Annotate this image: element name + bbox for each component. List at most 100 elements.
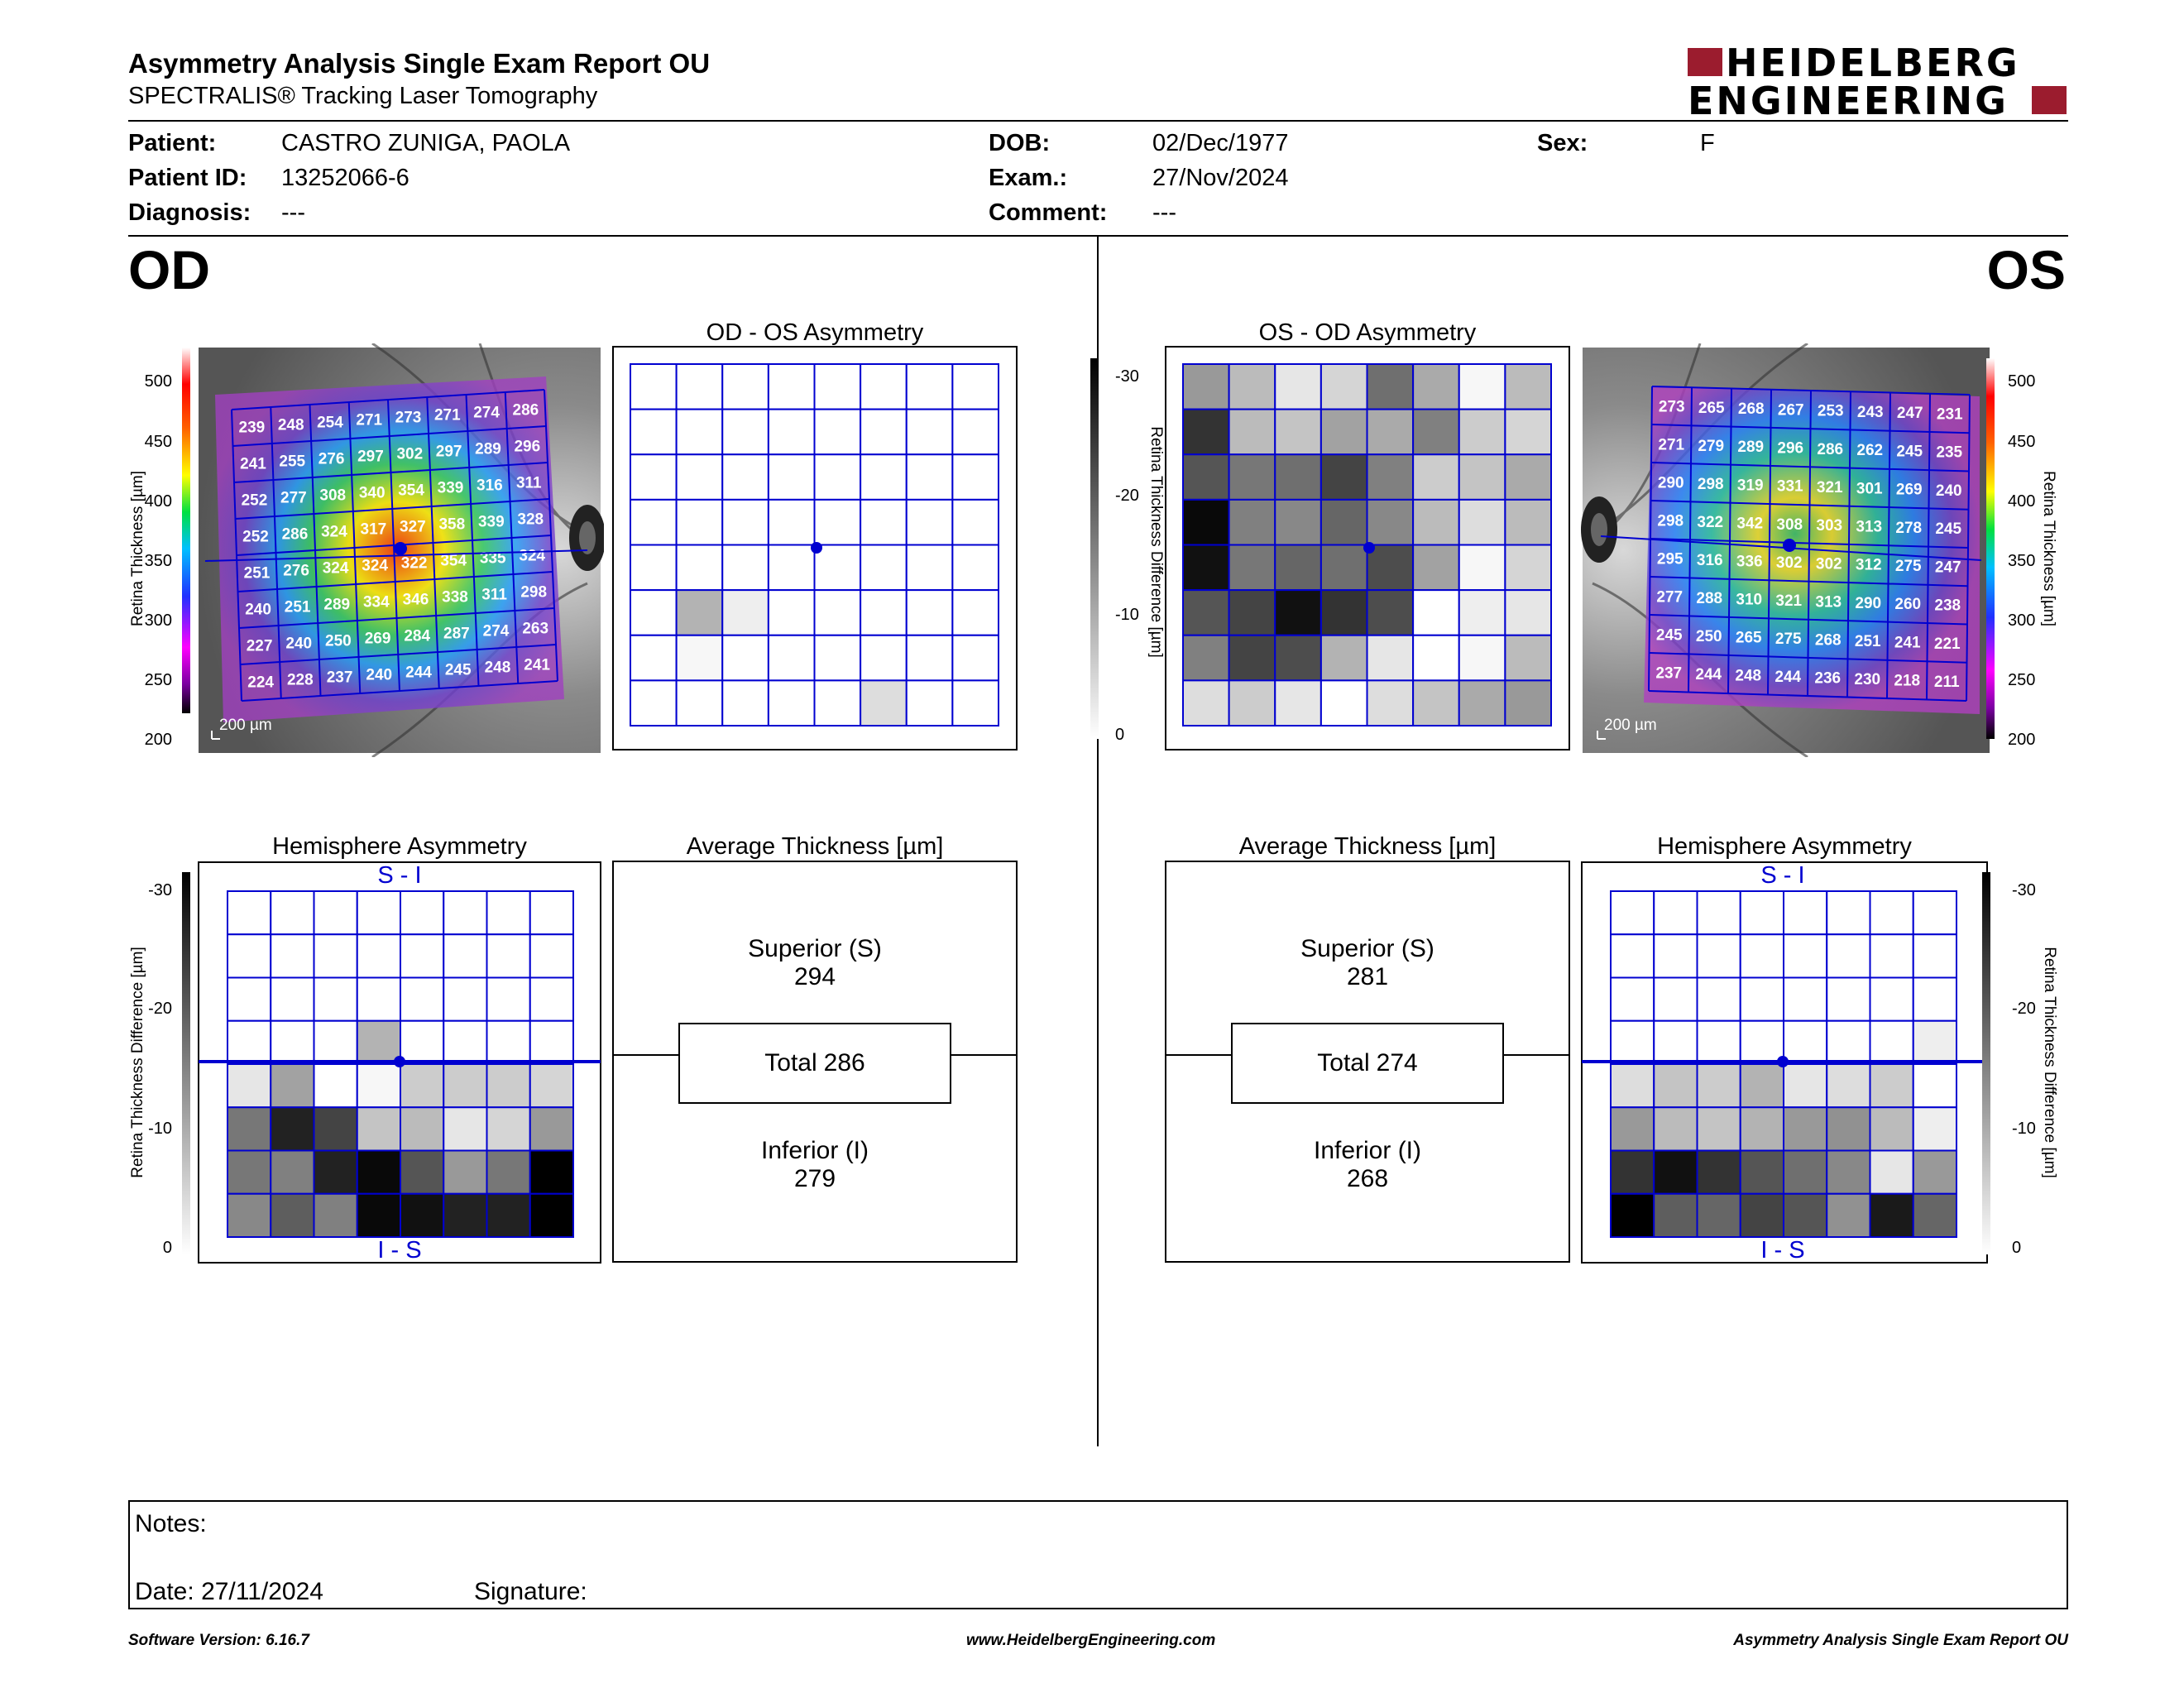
od-thick-value-r3-c3: 317 xyxy=(361,521,387,539)
os-asym-cell-r2-c1 xyxy=(1228,453,1276,501)
od-asym-cell-r5-c1 xyxy=(675,589,724,636)
os-thick-value-r4-c1: 316 xyxy=(1697,552,1723,569)
od-hemi-cell-r0-c7 xyxy=(529,890,574,936)
od-inferior-label: Inferior (I) xyxy=(760,1137,869,1164)
od-thick-value-r1-c3: 297 xyxy=(357,448,384,466)
os-hemi-cell-r7-c7 xyxy=(1912,1192,1957,1238)
os-hemi-cell-r4-c4 xyxy=(1783,1063,1828,1109)
os-asym-cell-r6-c4 xyxy=(1366,634,1415,682)
od-thick-value-r5-c4: 346 xyxy=(403,592,429,609)
os-asym-cell-r3-c0 xyxy=(1182,498,1230,546)
os-asym-cell-r0-c3 xyxy=(1320,363,1368,410)
od-hemi-panel: -30 -20 -10 0 Retina Thickness Differenc… xyxy=(129,861,601,1264)
od-hemi-cell-r4-c5 xyxy=(443,1063,488,1109)
os-hemi-cell-r4-c3 xyxy=(1739,1063,1784,1109)
od-asym-cell-r4-c4 xyxy=(813,544,862,592)
od-hemi-cell-r5-c7 xyxy=(529,1106,574,1152)
od-hemi-cell-r2-c1 xyxy=(270,976,315,1022)
os-thick-vline-8 xyxy=(1966,394,1971,702)
os-hemi-panel: S - I I - S -30 -20 -10 0 Retina Thickne… xyxy=(1581,861,2058,1264)
date-value: 27/11/2024 xyxy=(201,1578,323,1605)
od-asym-cell-r6-c4 xyxy=(813,634,862,682)
os-thick-value-r1-c4: 286 xyxy=(1817,441,1843,458)
od-asym-cell-r7-c1 xyxy=(675,679,724,727)
od-hemi-cell-r3-c1 xyxy=(270,1019,315,1065)
os-asym-cell-r7-c2 xyxy=(1274,679,1322,727)
os-hemi-cell-r2-c1 xyxy=(1653,976,1698,1022)
od-thick-value-r2-c1: 277 xyxy=(280,490,307,507)
od-asym-cell-r2-c4 xyxy=(813,453,862,501)
comment: --- xyxy=(1152,199,1176,226)
os-thick-value-r0-c4: 253 xyxy=(1818,403,1844,420)
od-hemi-cell-r1-c2 xyxy=(313,933,358,979)
os-hemi-cell-r5-c6 xyxy=(1869,1106,1914,1152)
od-hemi-cell-r5-c6 xyxy=(486,1106,531,1152)
center-divider xyxy=(1097,237,1099,1446)
od-asym-cell-r3-c0 xyxy=(630,498,678,546)
od-hemi-cell-r6-c3 xyxy=(356,1149,401,1195)
os-thick-value-r0-c2: 268 xyxy=(1738,400,1765,418)
os-thick-value-r3-c3: 308 xyxy=(1776,516,1803,534)
footer-website[interactable]: www.HeidelbergEngineering.com xyxy=(966,1632,1216,1649)
os-hemi-cell-r3-c0 xyxy=(1610,1019,1655,1065)
od-hemi-cell-r1-c7 xyxy=(529,933,574,979)
os-hemi-cell-r2-c3 xyxy=(1739,976,1784,1022)
od-thick-value-r3-c2: 324 xyxy=(321,524,347,541)
od-thickness-colorbar xyxy=(182,348,190,713)
od-tick-200: 200 xyxy=(145,731,172,749)
od-thick-value-r3-c4: 327 xyxy=(400,519,426,536)
os-asym-cell-r7-c0 xyxy=(1182,679,1230,727)
od-total-value: 286 xyxy=(823,1049,865,1077)
od-tick-350: 350 xyxy=(145,552,172,570)
os-hemi-cell-r2-c6 xyxy=(1869,976,1914,1022)
os-avg-title: Average Thickness [µm] xyxy=(1238,833,1497,860)
od-hemi-cell-r3-c6 xyxy=(486,1019,531,1065)
od-thick-value-r0-c4: 273 xyxy=(395,410,422,427)
od-inferior: Inferior (I) 279 xyxy=(614,1137,1016,1193)
od-eye-label: OD xyxy=(128,239,210,300)
od-thick-vline-6 xyxy=(465,394,480,687)
od-thickness-grid xyxy=(231,389,558,702)
os-thick-value-r3-c2: 342 xyxy=(1736,515,1763,532)
od-asym-cell-r6-c7 xyxy=(951,634,999,682)
od-tick-450: 450 xyxy=(145,433,172,451)
os-hemi-cell-r6-c4 xyxy=(1783,1149,1828,1195)
od-asym-cell-r6-c5 xyxy=(860,634,908,682)
os-thick-value-r6-c0: 245 xyxy=(1656,627,1683,645)
od-thick-value-r4-c3: 324 xyxy=(362,558,388,575)
od-thick-value-r0-c3: 271 xyxy=(356,412,382,429)
od-diff-tick-30: -30 xyxy=(148,881,172,899)
od-thick-hline-8 xyxy=(241,680,558,702)
os-thick-value-r3-c7: 245 xyxy=(1935,520,1961,538)
od-asym-cell-r2-c0 xyxy=(630,453,678,501)
os-diff-tick-30: -30 xyxy=(1115,367,1139,386)
od-thick-value-r6-c3: 269 xyxy=(365,631,391,648)
os-asym-cell-r6-c0 xyxy=(1182,634,1230,682)
od-hemi-cell-r7-c4 xyxy=(400,1192,445,1238)
os-hemi-cell-r1-c0 xyxy=(1610,933,1655,979)
os-asym-cell-r1-c5 xyxy=(1412,408,1460,456)
od-hemi-grid xyxy=(227,890,574,1238)
os-thick-value-r4-c4: 302 xyxy=(1816,555,1842,573)
os-asym-cell-r3-c4 xyxy=(1366,498,1415,546)
os-thick-value-r7-c3: 244 xyxy=(1774,669,1801,686)
os-asym-cell-r7-c1 xyxy=(1228,679,1276,727)
os-asym-cell-r3-c2 xyxy=(1274,498,1322,546)
od-asym-cell-r0-c4 xyxy=(813,363,862,410)
date-label: Date: xyxy=(135,1578,194,1605)
os-hemi-cell-r4-c1 xyxy=(1653,1063,1698,1109)
os-fovea-marker xyxy=(1783,539,1796,552)
os-asym-cell-r6-c1 xyxy=(1228,634,1276,682)
os-hemi-tick-30: -30 xyxy=(2012,881,2036,899)
od-thick-value-r5-c6: 311 xyxy=(481,587,507,604)
od-hemi-cell-r1-c1 xyxy=(270,933,315,979)
od-hemi-cell-r5-c3 xyxy=(356,1106,401,1152)
od-asym-cell-r4-c6 xyxy=(905,544,954,592)
od-asym-cell-r0-c3 xyxy=(767,363,816,410)
info-divider xyxy=(128,235,2068,237)
os-thick-hline-7 xyxy=(1649,652,1967,664)
od-asym-cell-r3-c5 xyxy=(860,498,908,546)
os-thick-value-r5-c4: 313 xyxy=(1815,593,1842,611)
od-hemi-cell-r4-c7 xyxy=(529,1063,574,1109)
od-thick-value-r3-c6: 339 xyxy=(478,514,505,531)
